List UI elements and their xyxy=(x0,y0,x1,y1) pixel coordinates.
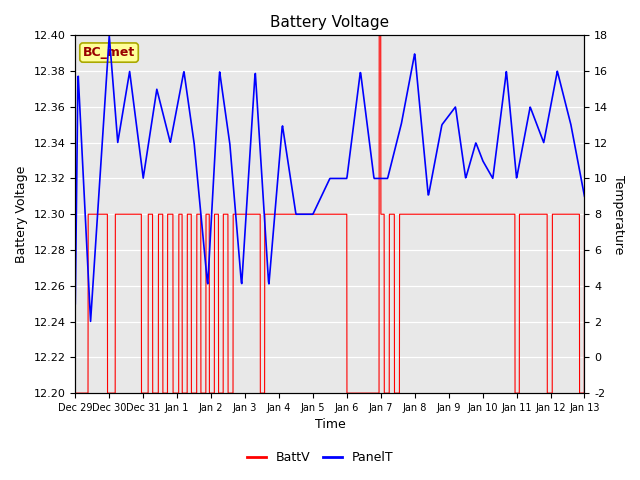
PanelT xyxy=(72,301,79,307)
PanelT xyxy=(244,187,252,192)
Y-axis label: Battery Voltage: Battery Voltage xyxy=(15,166,28,263)
Line: BattV: BattV xyxy=(76,36,584,393)
PanelT xyxy=(87,319,95,324)
BattV xyxy=(289,211,296,217)
Text: BC_met: BC_met xyxy=(83,46,135,59)
BattV xyxy=(267,211,275,217)
BattV xyxy=(160,390,168,396)
BattV xyxy=(516,211,524,217)
PanelT xyxy=(351,117,358,122)
X-axis label: Time: Time xyxy=(314,419,345,432)
PanelT xyxy=(106,33,113,38)
BattV xyxy=(580,211,588,217)
Y-axis label: Temperature: Temperature xyxy=(612,175,625,254)
PanelT xyxy=(140,172,147,178)
BattV xyxy=(376,33,383,38)
Legend: BattV, PanelT: BattV, PanelT xyxy=(242,446,398,469)
BattV xyxy=(129,211,137,217)
BattV xyxy=(72,390,79,396)
PanelT xyxy=(293,211,301,217)
BattV xyxy=(571,211,579,217)
PanelT xyxy=(580,193,588,199)
Title: Battery Voltage: Battery Voltage xyxy=(270,15,390,30)
PanelT xyxy=(340,176,348,181)
Line: PanelT: PanelT xyxy=(76,36,584,322)
PanelT xyxy=(158,107,166,112)
